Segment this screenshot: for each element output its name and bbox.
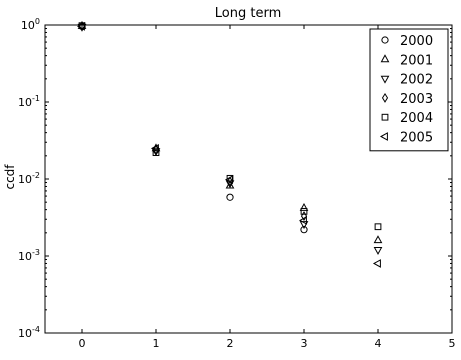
- legend-label: 2003: [400, 92, 433, 107]
- x-tick-label: 5: [449, 337, 456, 350]
- x-tick-label: 2: [227, 337, 234, 350]
- data-markers: [76, 20, 383, 268]
- plot-area: 0 1 2 3 4 5 10-4 10-3 10-2 10-1 100: [18, 17, 455, 350]
- legend-marker-2001: [380, 54, 390, 63]
- data-point-2001: [299, 202, 309, 211]
- data-point-2003: [226, 176, 234, 187]
- data-point-2004: [300, 207, 308, 215]
- data-point-2003: [152, 144, 160, 155]
- data-point-2002: [299, 221, 309, 230]
- y-tick-label: 10-3: [18, 248, 40, 263]
- legend-marker-2004: [381, 113, 389, 121]
- data-point-2005: [76, 21, 85, 31]
- legend-label: 2001: [400, 53, 433, 68]
- x-tick-label: 0: [79, 337, 86, 350]
- x-tick-label: 4: [375, 337, 382, 350]
- x-tick-label: 3: [301, 337, 308, 350]
- data-point-2001: [373, 235, 383, 244]
- legend-label: 2004: [400, 111, 433, 126]
- data-point-2005: [224, 175, 233, 185]
- y-tick-label: 10-2: [18, 171, 40, 186]
- data-point-2002: [373, 247, 383, 255]
- legend-marker-2003: [381, 92, 389, 103]
- axis-ticks: 0 1 2 3 4 5 10-4 10-3 10-2 10-1 100: [18, 17, 455, 350]
- data-point-2004: [374, 223, 382, 231]
- data-point-2003: [300, 211, 308, 222]
- data-point-2005: [150, 143, 159, 153]
- legend-label: 2005: [400, 131, 433, 146]
- data-point-2000: [300, 226, 308, 234]
- y-tick-label: 10-4: [18, 325, 40, 340]
- data-point-2000: [226, 193, 234, 201]
- legend-marker-2002: [380, 75, 390, 84]
- data-point-2005: [372, 259, 381, 268]
- data-point-2005: [298, 216, 307, 225]
- legend-box: [369, 28, 449, 152]
- legend-marker-2005: [379, 132, 388, 141]
- chart-title: Long term: [215, 6, 281, 21]
- y-tick-label: 100: [21, 17, 40, 32]
- legend-marker-2000: [381, 36, 389, 44]
- legend-label: 2000: [400, 34, 433, 49]
- y-axis-label: ccdf: [3, 164, 17, 190]
- x-tick-label: 1: [153, 337, 160, 350]
- legend: 2000 2001 2002 2003 2004 2005: [369, 28, 449, 152]
- y-tick-label: 10-1: [18, 94, 40, 109]
- legend-label: 2002: [400, 73, 433, 88]
